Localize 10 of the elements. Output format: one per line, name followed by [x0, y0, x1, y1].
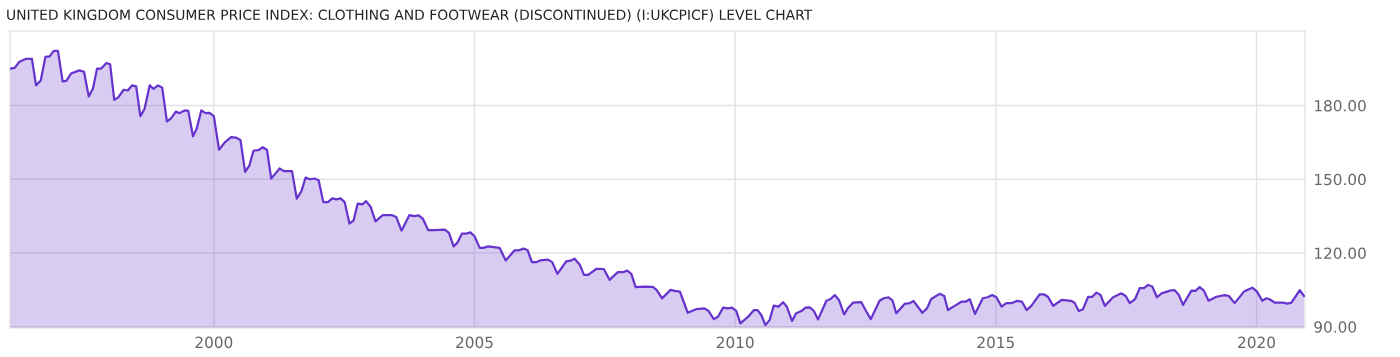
y-tick-label: 150.00	[1315, 173, 1366, 186]
chart-title: UNITED KINGDOM CONSUMER PRICE INDEX: CLOTHING AND FOOTWEAR (DISCONTINUED) (I:UKCPICF) LEVEL CHART	[7, 9, 813, 22]
x-tick-label: 2010	[716, 336, 754, 349]
x-tick-label: 2020	[1238, 336, 1275, 349]
x-tick-label: 2015	[977, 336, 1014, 349]
y-tick-label: 90.00	[1314, 321, 1357, 333]
y-tick-label: 180.00	[1315, 99, 1366, 112]
x-tick-label: 2000	[195, 336, 233, 349]
y-tick-label: 120.00	[1315, 247, 1366, 260]
x-tick-label: 2005	[456, 336, 493, 349]
